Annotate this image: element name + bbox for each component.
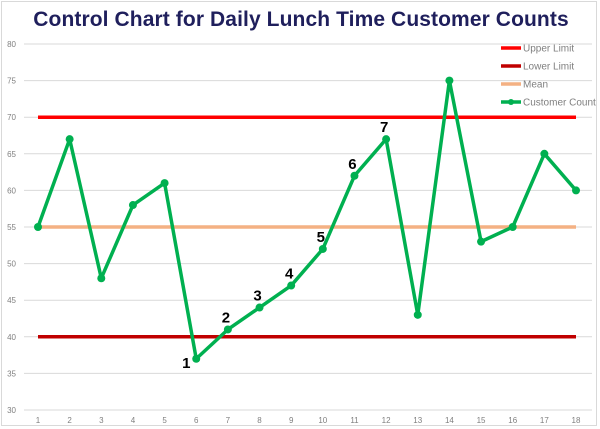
customer-count-point	[160, 179, 169, 188]
y-axis-ticks: 30 35 40 45 50 55 60 65 70 75 80	[7, 40, 16, 415]
x-tick-label: 8	[257, 416, 262, 425]
customer-count-point	[572, 186, 580, 195]
legend: Upper Limit Lower Limit Mean Customer Count	[501, 44, 596, 109]
customer-count-point	[97, 274, 106, 283]
customer-count-point	[477, 237, 486, 246]
y-tick-label: 65	[7, 150, 16, 159]
customer-count-point	[128, 201, 137, 210]
x-tick-label: 5	[162, 416, 167, 425]
legend-label-customer-count: Customer Count	[523, 98, 596, 109]
x-tick-label: 9	[289, 416, 294, 425]
annotation-label: 4	[285, 266, 294, 283]
x-axis-ticks: 1 2 3 4 5 6 7 8 9 10 11 12 13 14 15 16 17 18	[36, 416, 581, 425]
x-tick-label: 14	[445, 416, 454, 425]
annotation-label: 5	[317, 229, 325, 246]
annotation-label: 6	[348, 156, 356, 173]
x-tick-label: 11	[350, 416, 359, 425]
y-tick-label: 55	[7, 223, 16, 232]
annotation-label: 3	[253, 288, 261, 305]
annotation-label: 1	[182, 355, 190, 372]
customer-count-point	[223, 325, 232, 334]
y-tick-label: 75	[7, 77, 16, 86]
legend-marker-customer-count	[508, 99, 514, 105]
legend-label-mean: Mean	[523, 80, 548, 91]
annotations: 1 2 3 4 5 6 7	[182, 119, 388, 372]
customer-count-point	[508, 223, 517, 231]
x-tick-label: 13	[413, 416, 422, 425]
customer-count-point	[350, 171, 359, 180]
customer-count-point	[192, 354, 201, 363]
y-tick-label: 30	[7, 406, 16, 415]
x-tick-label: 4	[131, 416, 136, 425]
customer-count-point	[382, 135, 391, 144]
customer-count-point	[318, 244, 327, 253]
customer-count-point	[540, 149, 549, 158]
y-tick-label: 60	[7, 186, 16, 195]
customer-count-line	[36, 78, 578, 361]
x-tick-label: 16	[508, 416, 517, 425]
chart-title: Control Chart for Daily Lunch Time Custo…	[33, 8, 569, 31]
legend-label-lower-limit: Lower Limit	[523, 62, 574, 73]
y-tick-label: 40	[7, 333, 16, 342]
customer-count-point	[255, 303, 264, 312]
series-lines	[36, 78, 578, 361]
y-tick-label: 70	[7, 113, 16, 122]
customer-count-point	[34, 223, 42, 231]
x-tick-label: 18	[572, 416, 581, 425]
y-tick-label: 80	[7, 40, 16, 49]
x-tick-label: 15	[477, 416, 486, 425]
y-tick-label: 35	[7, 369, 16, 378]
customer-count-point	[413, 310, 422, 319]
customer-count-point	[445, 76, 454, 85]
x-tick-label: 10	[318, 416, 327, 425]
x-tick-label: 17	[540, 416, 549, 425]
series-markers	[34, 76, 580, 363]
x-tick-label: 12	[382, 416, 391, 425]
x-tick-label: 2	[67, 416, 72, 425]
customer-count-point	[287, 281, 296, 290]
annotation-label: 2	[222, 309, 230, 326]
y-tick-label: 50	[7, 260, 16, 269]
annotation-label: 7	[380, 119, 388, 136]
x-tick-label: 1	[36, 416, 41, 425]
y-tick-label: 45	[7, 296, 16, 305]
legend-label-upper-limit: Upper Limit	[523, 44, 574, 55]
x-tick-label: 3	[99, 416, 104, 425]
x-tick-label: 6	[194, 416, 199, 425]
x-tick-label: 7	[226, 416, 231, 425]
customer-count-point	[65, 135, 74, 144]
